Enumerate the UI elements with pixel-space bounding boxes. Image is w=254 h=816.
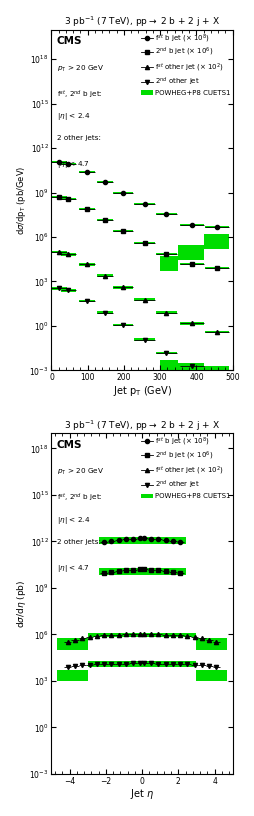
- Text: 2 other jets:: 2 other jets:: [57, 539, 101, 544]
- X-axis label: Jet $\eta$: Jet $\eta$: [130, 787, 153, 801]
- Title: 3 pb$^{-1}$ (7 TeV), pp$\rightarrow$ 2 b + 2 j + X: 3 pb$^{-1}$ (7 TeV), pp$\rightarrow$ 2 b…: [64, 15, 219, 29]
- Text: |$\eta$| < 2.4: |$\eta$| < 2.4: [57, 515, 90, 526]
- Legend: f$^{st}$ b jet ($\times$ 10$^{8}$), 2$^{nd}$ b jet ($\times$ 10$^{6}$), f$^{st}$: f$^{st}$ b jet ($\times$ 10$^{8}$), 2$^{…: [139, 434, 230, 500]
- Text: |$\eta$| < 2.4: |$\eta$| < 2.4: [57, 111, 90, 122]
- Legend: f$^{st}$ b jet ($\times$ 10$^{8}$), 2$^{nd}$ b jet ($\times$ 10$^{6}$), f$^{st}$: f$^{st}$ b jet ($\times$ 10$^{8}$), 2$^{…: [139, 31, 230, 96]
- Text: CMS: CMS: [57, 37, 82, 47]
- Text: $p_{\mathrm{T}}$ > 20 GeV: $p_{\mathrm{T}}$ > 20 GeV: [57, 64, 104, 74]
- Text: CMS: CMS: [57, 440, 82, 450]
- Text: f$^{st}$, 2$^{nd}$ b jet:: f$^{st}$, 2$^{nd}$ b jet:: [57, 491, 102, 503]
- Text: |$\eta$| < 4.7: |$\eta$| < 4.7: [57, 562, 89, 574]
- Text: 2 other jets:: 2 other jets:: [57, 135, 101, 141]
- Text: f$^{st}$, 2$^{nd}$ b jet:: f$^{st}$, 2$^{nd}$ b jet:: [57, 87, 102, 100]
- Y-axis label: d$\sigma$/dp$_{\mathrm{T}}$ (pb/GeV): d$\sigma$/dp$_{\mathrm{T}}$ (pb/GeV): [15, 166, 28, 235]
- Text: $p_{\mathrm{T}}$ > 20 GeV: $p_{\mathrm{T}}$ > 20 GeV: [57, 467, 104, 477]
- X-axis label: Jet p$_{\mathrm{T}}$ (GeV): Jet p$_{\mathrm{T}}$ (GeV): [112, 384, 171, 397]
- Title: 3 pb$^{-1}$ (7 TeV), pp$\rightarrow$ 2 b + 2 j + X: 3 pb$^{-1}$ (7 TeV), pp$\rightarrow$ 2 b…: [64, 419, 219, 432]
- Y-axis label: d$\sigma$/d$\eta$ (pb): d$\sigma$/d$\eta$ (pb): [15, 579, 28, 628]
- Text: |$\eta$| < 4.7: |$\eta$| < 4.7: [57, 159, 89, 170]
